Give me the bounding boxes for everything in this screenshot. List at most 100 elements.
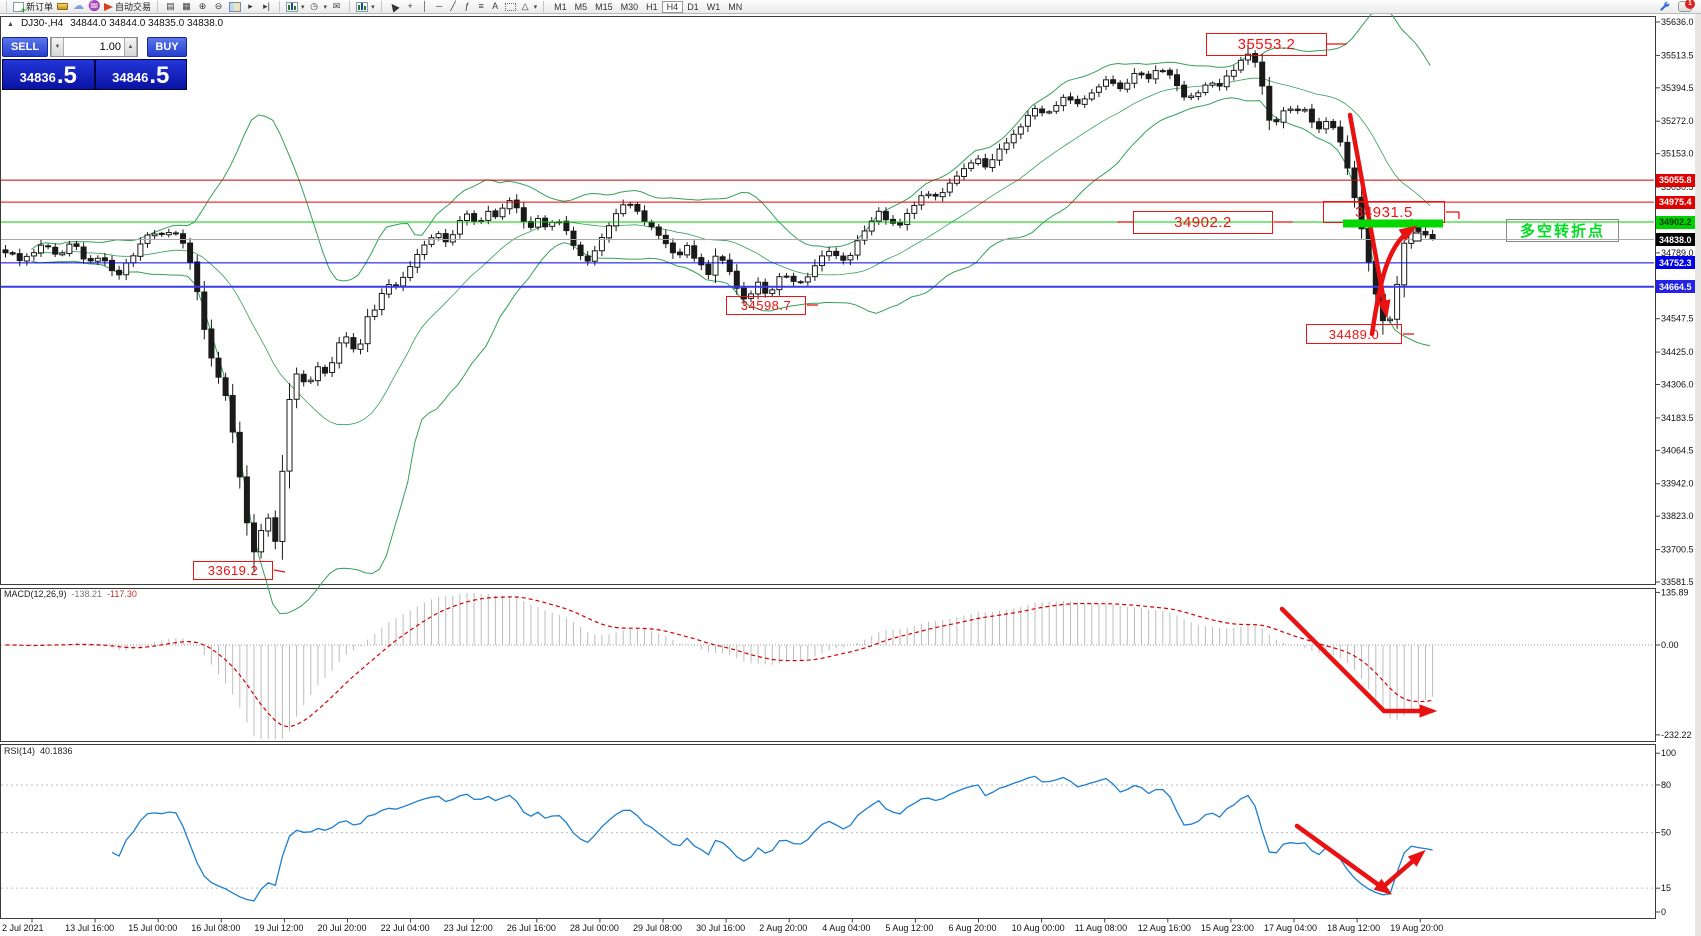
- periods-button[interactable]: ◷ ▾: [308, 1, 328, 12]
- macd-label-row: MACD(12,26,9) -138.21 -117.30: [4, 589, 137, 599]
- sell-button[interactable]: SELL: [2, 37, 48, 57]
- symbol-info-bar: ▲ DJ30-,H4 34844.0 34844.0 34835.0 34838…: [7, 18, 223, 29]
- text-tool-icon[interactable]: A: [490, 1, 501, 12]
- horizontal-line-tool-icon[interactable]: ─: [434, 1, 445, 12]
- volume-down-button[interactable]: ▼: [51, 38, 64, 56]
- zoom-out-icon[interactable]: ⊖: [212, 1, 225, 12]
- one-click-trade-widget: SELL ▼ ▲ BUY 34836 .5 34846 .5: [2, 37, 187, 90]
- timeframe-button-m5[interactable]: M5: [571, 1, 592, 13]
- toolbar-separator: [381, 1, 382, 12]
- fibonacci-tool-icon[interactable]: ƒ: [462, 1, 473, 12]
- svg-text:11 Aug 08:00: 11 Aug 08:00: [1075, 923, 1127, 933]
- svg-text:28 Jul 00:00: 28 Jul 00:00: [570, 923, 619, 933]
- megaphone-icon: [104, 3, 113, 11]
- buy-button[interactable]: BUY: [147, 37, 187, 57]
- volume-up-button[interactable]: ▲: [124, 38, 137, 56]
- svg-text:33581.5: 33581.5: [1661, 577, 1694, 587]
- svg-text:34064.5: 34064.5: [1661, 445, 1694, 455]
- sell-price-panel[interactable]: 34836 .5: [3, 60, 94, 89]
- new-chart-button[interactable]: ▾: [286, 2, 305, 12]
- price-annotation[interactable]: 33619.2: [193, 561, 273, 580]
- shapes-tool-button[interactable]: △ ▾: [520, 1, 538, 12]
- timeframe-button-w1[interactable]: W1: [703, 1, 725, 13]
- vertical-line-tool-icon[interactable]: │: [420, 1, 431, 12]
- zoom-in-icon[interactable]: ⊕: [196, 1, 209, 12]
- axis-price-badge: 34838.0: [1656, 233, 1695, 246]
- timeframe-button-m15[interactable]: M15: [591, 1, 617, 13]
- axis-price-badge: 34752.3: [1656, 256, 1695, 269]
- tile-panels-icon[interactable]: [228, 1, 241, 12]
- chart-type-button[interactable]: ▾: [356, 2, 375, 12]
- rsi-name: RSI(14): [4, 746, 35, 756]
- buy-price-panel[interactable]: 34846 .5: [96, 60, 187, 89]
- tile-windows-icon[interactable]: ▦: [180, 1, 193, 12]
- svg-text:15 Jul 00:00: 15 Jul 00:00: [128, 923, 177, 933]
- symbol-name: DJ30-,H4: [21, 18, 63, 29]
- svg-text:16 Jul 08:00: 16 Jul 08:00: [191, 923, 240, 933]
- volume-input[interactable]: [64, 38, 124, 56]
- svg-text:0.00: 0.00: [1661, 640, 1679, 650]
- signals-icon[interactable]: ♒: [88, 1, 101, 12]
- trendline-tool-icon[interactable]: ╱: [448, 1, 459, 12]
- svg-text:30 Jul 16:00: 30 Jul 16:00: [696, 923, 745, 933]
- svg-text:6 Aug 20:00: 6 Aug 20:00: [949, 923, 997, 933]
- notification-balloon-icon[interactable]: 1: [1678, 1, 1692, 12]
- toolbar-separator: [543, 1, 544, 12]
- svg-text:17 Aug 04:00: 17 Aug 04:00: [1264, 923, 1317, 933]
- svg-text:34306.0: 34306.0: [1661, 380, 1694, 390]
- price-annotation[interactable]: 35553.2: [1206, 33, 1327, 56]
- timeframe-button-h1[interactable]: H1: [642, 1, 662, 13]
- cursor-tool-icon[interactable]: [388, 1, 401, 12]
- autotrade-button[interactable]: 自动交易: [104, 0, 151, 13]
- top-toolbar: + 新订单 ☁ ♒ 自动交易 ▤ ▦ ⊕ ⊖ ▸ ▸| ▾ ◷ ▾ ✉ ▾ + …: [0, 0, 1701, 14]
- svg-text:18 Aug 12:00: 18 Aug 12:00: [1327, 923, 1380, 933]
- rsi-value: 40.1836: [40, 746, 73, 756]
- deposit-gold-icon[interactable]: [56, 1, 69, 12]
- svg-text:4 Aug 04:00: 4 Aug 04:00: [822, 923, 870, 933]
- timeframe-button-m1[interactable]: M1: [550, 1, 571, 13]
- sell-price-frac: .5: [57, 64, 77, 88]
- cascade-windows-icon[interactable]: ▤: [164, 1, 177, 12]
- svg-text:13 Jul 16:00: 13 Jul 16:00: [65, 923, 114, 933]
- svg-text:22 Jul 04:00: 22 Jul 04:00: [381, 923, 430, 933]
- timeframe-button-h4[interactable]: H4: [662, 1, 684, 13]
- macd-main-value: -138.21: [72, 589, 103, 599]
- chevron-down-icon: ▾: [324, 3, 328, 11]
- notification-count-badge: 1: [1685, 0, 1695, 9]
- crosshair-tool-icon[interactable]: +: [404, 1, 417, 12]
- timeframe-button-d1[interactable]: D1: [683, 1, 703, 13]
- svg-text:33823.0: 33823.0: [1661, 511, 1694, 521]
- svg-text:26 Jul 16:00: 26 Jul 16:00: [507, 923, 556, 933]
- rsi-label-row: RSI(14) 40.1836: [4, 746, 73, 756]
- autoscroll-icon[interactable]: ▸: [244, 1, 257, 12]
- wrench-icon[interactable]: [1658, 0, 1671, 13]
- timeframe-button-m30[interactable]: M30: [617, 1, 643, 13]
- svg-text:135.89: 135.89: [1661, 587, 1689, 597]
- new-order-button[interactable]: + 新订单: [13, 0, 53, 13]
- price-annotation[interactable]: 34489.0: [1306, 324, 1402, 344]
- shapes-icon: △: [520, 1, 531, 12]
- price-annotation[interactable]: 34598.7: [726, 296, 806, 315]
- price-chart-canvas[interactable]: 35636.035513.535394.535272.035153.035030…: [0, 0, 1701, 936]
- svg-text:15: 15: [1661, 883, 1671, 893]
- mail-icon[interactable]: ✉: [330, 1, 343, 12]
- svg-text:-232.22: -232.22: [1661, 730, 1692, 740]
- svg-text:19 Aug 20:00: 19 Aug 20:00: [1390, 923, 1443, 933]
- price-annotation[interactable]: 34902.2: [1133, 211, 1273, 234]
- svg-text:29 Jul 08:00: 29 Jul 08:00: [633, 923, 682, 933]
- svg-text:35513.5: 35513.5: [1661, 50, 1694, 60]
- svg-text:80: 80: [1661, 780, 1671, 790]
- timeframe-button-mn[interactable]: MN: [724, 1, 746, 13]
- svg-text:5 Aug 12:00: 5 Aug 12:00: [885, 923, 933, 933]
- svg-text:19 Jul 12:00: 19 Jul 12:00: [254, 923, 303, 933]
- toolbar-separator: [349, 1, 350, 12]
- label-tool-icon[interactable]: [504, 1, 517, 12]
- macd-name: MACD(12,26,9): [4, 589, 67, 599]
- collapse-triangle-icon[interactable]: ▲: [7, 21, 14, 28]
- chart-shift-icon[interactable]: ▸|: [260, 1, 273, 12]
- cloud-icon[interactable]: ☁: [72, 1, 85, 12]
- levels-tool-icon[interactable]: ≡: [476, 1, 487, 12]
- price-annotation[interactable]: 34931.5: [1323, 201, 1445, 223]
- symbol-ohlc: 34844.0 34844.0 34835.0 34838.0: [70, 18, 223, 29]
- buy-price-frac: .5: [149, 64, 169, 88]
